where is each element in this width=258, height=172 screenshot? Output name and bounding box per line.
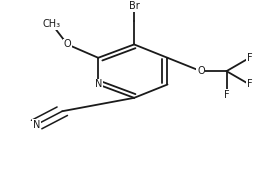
Text: Br: Br	[129, 1, 140, 11]
Text: O: O	[64, 39, 71, 49]
Text: N: N	[94, 79, 102, 89]
Text: F: F	[247, 79, 252, 89]
Text: F: F	[224, 89, 229, 100]
Text: F: F	[247, 53, 252, 63]
Text: O: O	[197, 66, 205, 76]
Text: N: N	[33, 120, 40, 130]
Text: CH₃: CH₃	[43, 19, 61, 29]
